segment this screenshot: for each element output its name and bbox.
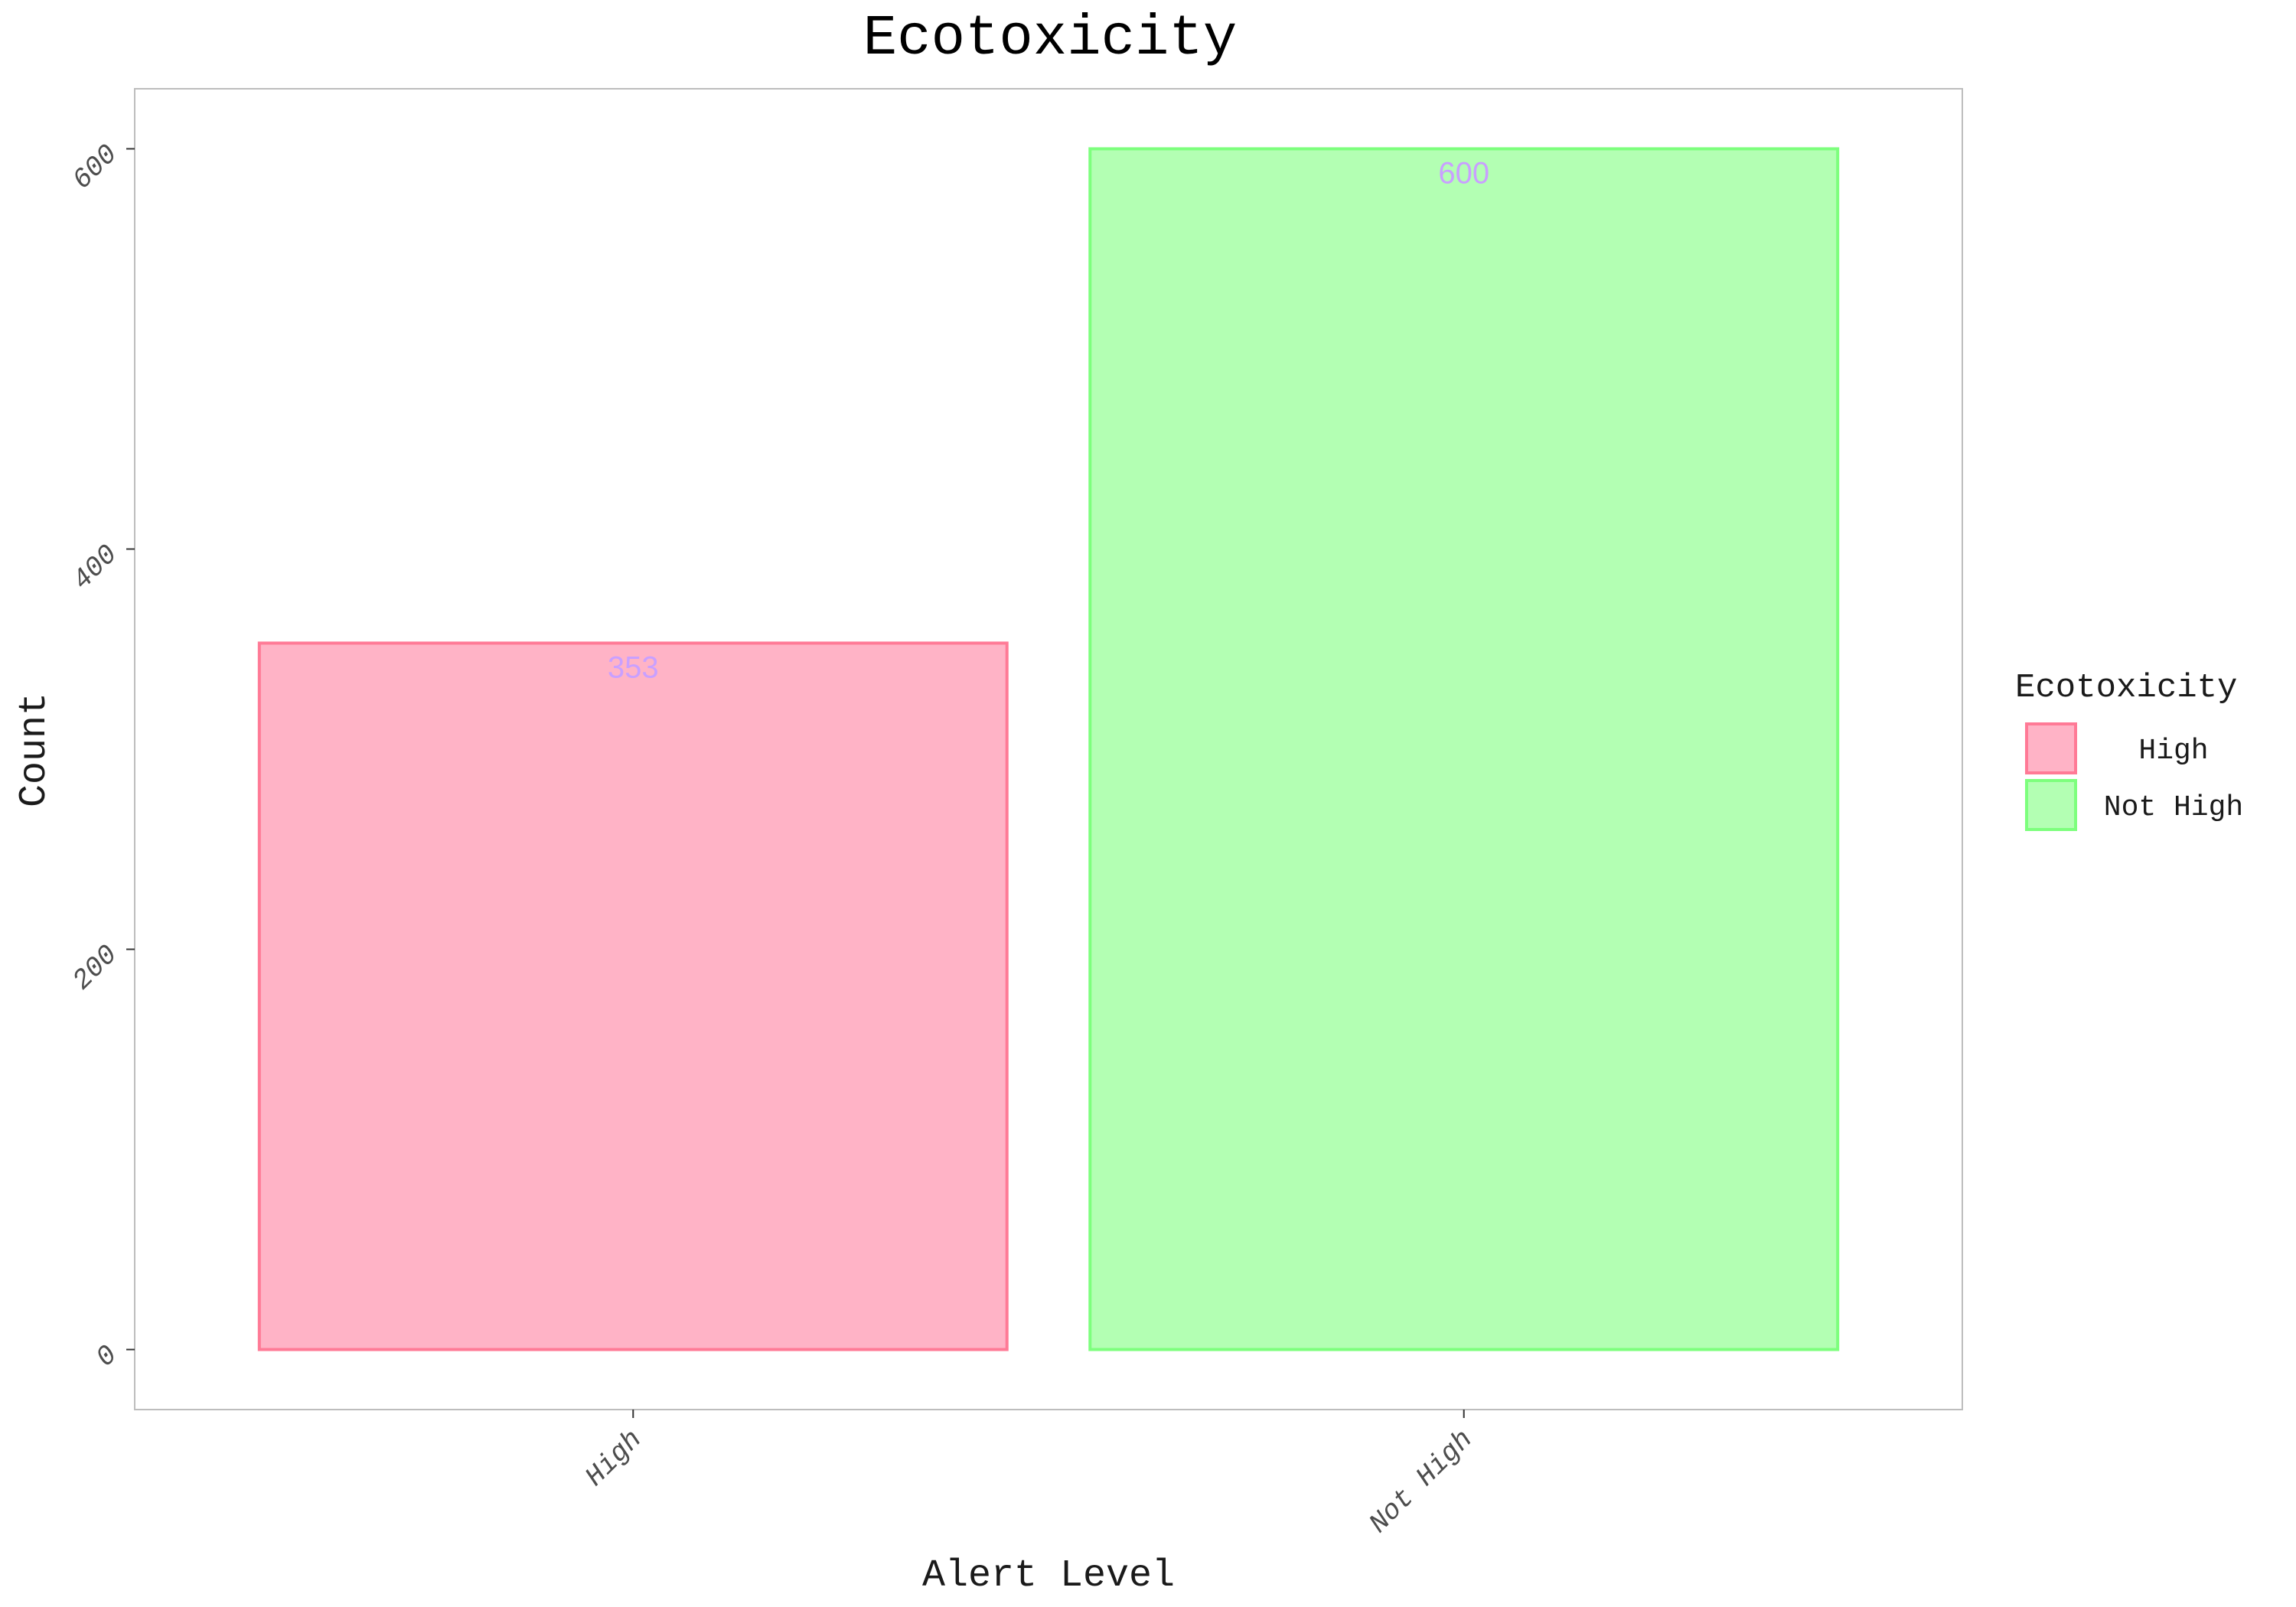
y-axis-label: Count: [13, 693, 57, 807]
legend-title: Ecotoxicity: [2015, 669, 2237, 707]
bar-high: [257, 641, 1009, 1351]
legend-key: [2025, 779, 2077, 831]
x-tick-label: High: [579, 1424, 648, 1493]
y-tick-label: 200: [67, 939, 124, 996]
legend-label: Not High: [2104, 791, 2243, 824]
legend-key: [2025, 722, 2077, 774]
x-axis-label: Alert Level: [922, 1554, 1175, 1598]
legend: Ecotoxicity High Not High: [2015, 669, 2243, 831]
data-label: 353: [608, 650, 659, 684]
y-axis: 0 200 400 600: [67, 139, 135, 1374]
y-tick-label: 600: [67, 139, 124, 196]
data-label: 600: [1438, 156, 1489, 190]
x-axis: High Not High: [579, 1410, 1479, 1540]
bars: 353 600: [257, 147, 1840, 1351]
chart-title: Ecotoxicity: [863, 7, 1237, 71]
y-tick-label: 0: [90, 1339, 124, 1373]
x-tick-label: Not High: [1363, 1424, 1479, 1540]
bar-not-high: [1088, 147, 1840, 1351]
legend-label: High: [2138, 735, 2208, 768]
y-tick-label: 400: [67, 539, 124, 596]
